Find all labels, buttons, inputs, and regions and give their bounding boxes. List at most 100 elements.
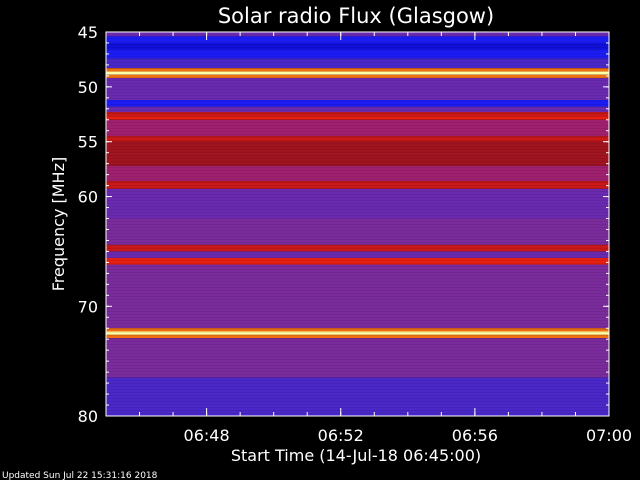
stripe-texture	[106, 86, 609, 87]
heatmap-area	[106, 32, 609, 416]
frequency-band	[106, 42, 609, 50]
stripe-texture	[106, 218, 609, 219]
stripe-texture	[106, 383, 609, 384]
stripe-texture	[106, 101, 609, 102]
frequency-band	[106, 331, 609, 335]
stripe-texture	[106, 236, 609, 237]
stripe-texture	[106, 215, 609, 216]
stripe-texture	[106, 149, 609, 150]
stripe-texture	[106, 296, 609, 297]
stripe-texture	[106, 260, 609, 261]
stripe-texture	[106, 257, 609, 258]
frequency-band	[106, 116, 609, 120]
stripe-texture	[106, 248, 609, 249]
stripe-texture	[106, 173, 609, 174]
x-tick-label: 06:48	[184, 426, 230, 445]
stripe-texture	[106, 119, 609, 120]
stripe-texture	[106, 188, 609, 189]
stripe-texture	[106, 74, 609, 75]
stripe-texture	[106, 332, 609, 333]
stripe-texture	[106, 302, 609, 303]
x-tick-label: 06:56	[452, 426, 498, 445]
frequency-band	[106, 36, 609, 43]
stripe-texture	[106, 98, 609, 99]
stripe-texture	[106, 335, 609, 336]
stripe-texture	[106, 50, 609, 51]
stripe-texture	[106, 80, 609, 81]
y-tick-label: 60	[78, 188, 98, 207]
stripe-texture	[106, 89, 609, 90]
stripe-texture	[106, 245, 609, 246]
frequency-band	[106, 32, 609, 37]
stripe-texture	[106, 152, 609, 153]
stripe-texture	[106, 125, 609, 126]
frequency-band	[106, 377, 609, 416]
stripe-texture	[106, 41, 609, 42]
stripe-texture	[106, 158, 609, 159]
stripe-texture	[106, 293, 609, 294]
stripe-texture	[106, 116, 609, 117]
frequency-band	[106, 218, 609, 245]
stripe-texture	[106, 395, 609, 396]
stripe-texture	[106, 317, 609, 318]
stripe-texture	[106, 329, 609, 330]
chart-title: Solar radio Flux (Glasgow)	[218, 4, 494, 28]
frequency-band	[106, 71, 609, 75]
frequency-band	[106, 264, 609, 329]
stripe-texture	[106, 143, 609, 144]
frequency-band	[106, 58, 609, 69]
stripe-texture	[106, 233, 609, 234]
stripe-texture	[106, 299, 609, 300]
stripe-texture	[106, 167, 609, 168]
frequency-band	[106, 106, 609, 113]
stripe-texture	[106, 404, 609, 405]
stripe-texture	[106, 311, 609, 312]
stripe-texture	[106, 254, 609, 255]
frequency-band	[106, 328, 609, 332]
frequency-band	[106, 49, 609, 59]
stripe-texture	[106, 200, 609, 201]
y-tick-label: 45	[78, 23, 98, 42]
stripe-texture	[106, 53, 609, 54]
stripe-texture	[106, 71, 609, 72]
stripe-texture	[106, 182, 609, 183]
stripe-texture	[106, 314, 609, 315]
stripe-texture	[106, 92, 609, 93]
stripe-texture	[106, 413, 609, 414]
y-tick-label: 50	[78, 78, 98, 97]
update-timestamp: Updated Sun Jul 22 15:31:16 2018	[2, 471, 158, 480]
stripe-texture	[106, 323, 609, 324]
stripe-texture	[106, 161, 609, 162]
frequency-band	[106, 188, 609, 219]
stripe-texture	[106, 398, 609, 399]
y-axis: 45 50 55 60 70 80	[78, 23, 609, 426]
frequency-band	[106, 181, 609, 189]
stripe-texture	[106, 170, 609, 171]
stripe-texture	[106, 347, 609, 348]
stripe-texture	[106, 164, 609, 165]
stripe-texture	[106, 68, 609, 69]
stripe-texture	[106, 338, 609, 339]
stripe-texture	[106, 113, 609, 114]
frequency-band	[106, 244, 609, 252]
stripe-texture	[106, 134, 609, 135]
stripe-texture	[106, 290, 609, 291]
stripe-texture	[106, 206, 609, 207]
frequency-band	[106, 119, 609, 137]
stripe-texture	[106, 284, 609, 285]
stripe-texture	[106, 44, 609, 45]
frequency-band	[106, 334, 609, 339]
stripe-texture	[106, 239, 609, 240]
stripe-texture	[106, 344, 609, 345]
stripe-texture	[106, 47, 609, 48]
stripe-texture	[106, 65, 609, 66]
stripe-texture	[106, 266, 609, 267]
stripe-texture	[106, 272, 609, 273]
y-tick-label: 70	[78, 297, 98, 316]
x-tick-label: 06:52	[318, 426, 364, 445]
stripe-texture	[106, 350, 609, 351]
stripe-texture	[106, 251, 609, 252]
stripe-texture	[106, 107, 609, 108]
stripe-texture	[106, 389, 609, 390]
